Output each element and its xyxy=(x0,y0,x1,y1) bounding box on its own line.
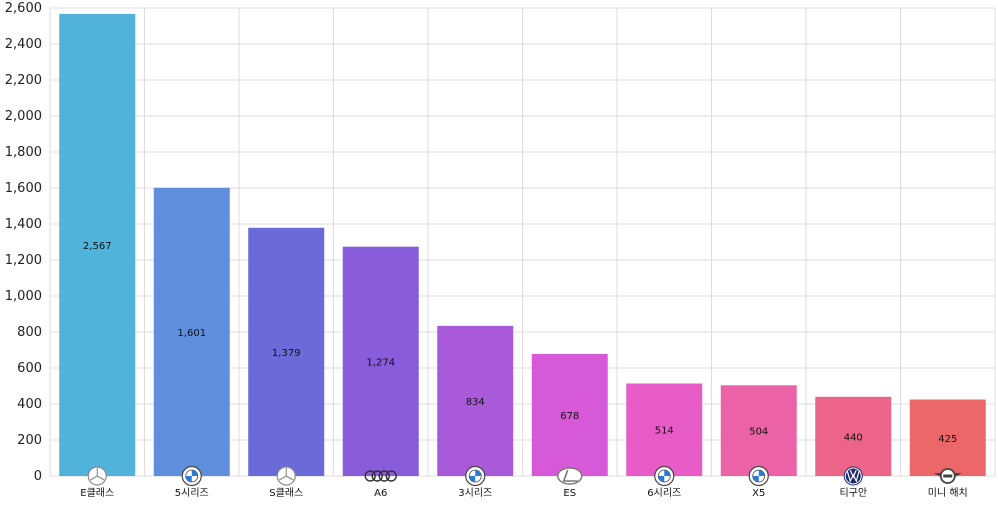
mercedes-benz-logo xyxy=(276,466,296,486)
y-tick-label: 1,000 xyxy=(5,289,42,304)
x-category-label: ES xyxy=(563,488,576,499)
audi-logo xyxy=(364,470,397,482)
y-tick-label: 0 xyxy=(34,469,42,484)
data-label: 678 xyxy=(560,411,579,422)
bmw-logo xyxy=(465,465,486,487)
y-tick-label: 400 xyxy=(17,397,42,412)
bar xyxy=(815,396,892,476)
bar xyxy=(59,13,136,476)
data-label: 1,601 xyxy=(177,328,206,339)
x-category-label: 3시리즈 xyxy=(458,487,492,499)
x-category-label: A6 xyxy=(374,488,387,499)
data-label: 514 xyxy=(655,426,674,437)
data-label: 1,379 xyxy=(272,348,301,359)
y-tick-label: 200 xyxy=(17,433,42,448)
x-category-label: E클래스 xyxy=(80,487,114,499)
x-category-label: S클래스 xyxy=(269,487,303,499)
data-label: 2,567 xyxy=(83,241,112,252)
data-label: 834 xyxy=(466,397,485,408)
y-tick-label: 600 xyxy=(17,361,42,376)
y-tick-label: 2,200 xyxy=(5,73,42,88)
y-tick-label: 2,400 xyxy=(5,37,42,52)
bar xyxy=(342,246,419,476)
x-category-label: 미니 해치 xyxy=(928,486,968,499)
bmw-logo xyxy=(748,465,769,487)
bar xyxy=(153,187,230,476)
y-tick-label: 2,000 xyxy=(5,109,42,124)
data-label: 1,274 xyxy=(366,357,395,368)
x-category-label: 티구안 xyxy=(839,487,867,499)
volkswagen-logo xyxy=(843,466,863,486)
x-category-label: 5시리즈 xyxy=(175,487,209,499)
data-label: 504 xyxy=(749,427,768,438)
data-label: 425 xyxy=(938,434,957,445)
y-tick-label: 1,600 xyxy=(5,181,42,196)
y-axis-ticks: 0 200 400 600 800 1,000 1,200 1,400 1,600 1,800 2,… xyxy=(5,1,42,484)
lexus-logo xyxy=(557,467,583,485)
bar xyxy=(531,353,608,476)
y-tick-label: 800 xyxy=(17,325,42,340)
brand-logos xyxy=(87,465,962,487)
data-label: 440 xyxy=(844,432,863,443)
mercedes-benz-logo xyxy=(87,466,107,486)
bar xyxy=(720,385,797,476)
bar xyxy=(437,325,514,476)
mini-logo xyxy=(933,468,962,484)
bmw-logo xyxy=(181,465,202,487)
bars xyxy=(59,13,986,476)
x-category-label: X5 xyxy=(752,488,765,499)
bar xyxy=(248,227,325,476)
y-tick-label: 1,200 xyxy=(5,253,42,268)
y-tick-label: 2,600 xyxy=(5,1,42,16)
bmw-logo xyxy=(654,465,675,487)
y-tick-label: 1,400 xyxy=(5,217,42,232)
data-labels: 2,567 1,601 1,379 1,274 834 678 514 504 440 425 xyxy=(83,241,957,445)
bar xyxy=(626,383,703,476)
bar xyxy=(909,399,986,476)
x-category-label: 6시리즈 xyxy=(647,487,681,499)
x-axis-categories: E클래스 5시리즈 S클래스 A6 3시리즈 ES 6시리즈 X5 티구안 미니 해치 xyxy=(80,486,967,499)
y-tick-label: 1,800 xyxy=(5,145,42,160)
